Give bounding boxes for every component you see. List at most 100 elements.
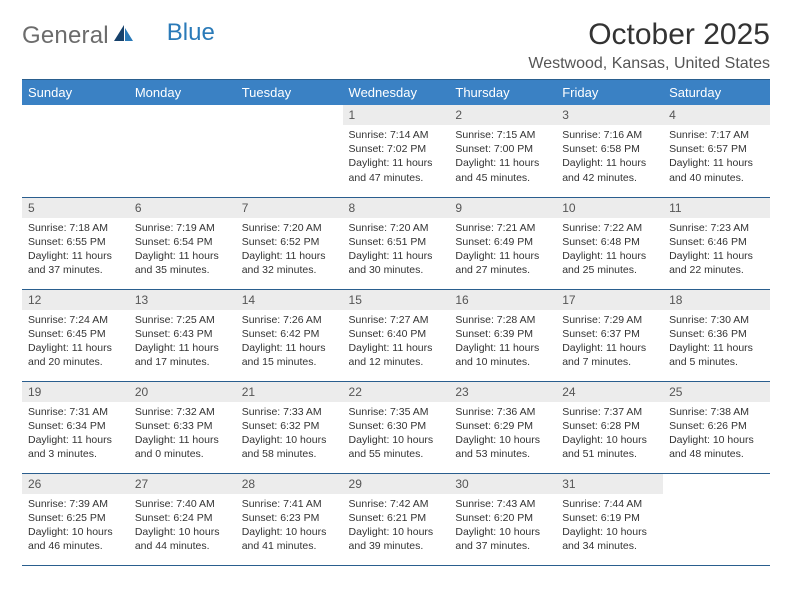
day-dl1: Daylight: 11 hours — [562, 341, 657, 355]
day-dl2: and 35 minutes. — [135, 263, 230, 277]
day-number: 24 — [556, 382, 663, 402]
day-dl2: and 22 minutes. — [669, 263, 764, 277]
day-number: 27 — [129, 474, 236, 494]
day-dl1: Daylight: 10 hours — [562, 433, 657, 447]
calendar-day-cell: 25Sunrise: 7:38 AMSunset: 6:26 PMDayligh… — [663, 381, 770, 473]
day-dl2: and 51 minutes. — [562, 447, 657, 461]
day-detail: Sunrise: 7:36 AMSunset: 6:29 PMDaylight:… — [449, 402, 556, 466]
calendar-day-cell: 9Sunrise: 7:21 AMSunset: 6:49 PMDaylight… — [449, 197, 556, 289]
day-detail: Sunrise: 7:38 AMSunset: 6:26 PMDaylight:… — [663, 402, 770, 466]
day-ss: Sunset: 6:34 PM — [28, 419, 123, 433]
day-ss: Sunset: 6:19 PM — [562, 511, 657, 525]
day-dl2: and 58 minutes. — [242, 447, 337, 461]
weekday-header: Monday — [129, 80, 236, 106]
day-dl2: and 37 minutes. — [455, 539, 550, 553]
day-detail: Sunrise: 7:35 AMSunset: 6:30 PMDaylight:… — [343, 402, 450, 466]
sail-icon — [113, 24, 135, 49]
calendar-week-row: 19Sunrise: 7:31 AMSunset: 6:34 PMDayligh… — [22, 381, 770, 473]
weekday-header-row: Sunday Monday Tuesday Wednesday Thursday… — [22, 80, 770, 106]
day-number: 8 — [343, 198, 450, 218]
day-sr: Sunrise: 7:31 AM — [28, 405, 123, 419]
day-dl1: Daylight: 11 hours — [455, 341, 550, 355]
day-ss: Sunset: 6:51 PM — [349, 235, 444, 249]
calendar-day-cell: 1Sunrise: 7:14 AMSunset: 7:02 PMDaylight… — [343, 105, 450, 197]
day-sr: Sunrise: 7:30 AM — [669, 313, 764, 327]
day-detail: Sunrise: 7:44 AMSunset: 6:19 PMDaylight:… — [556, 494, 663, 558]
day-dl2: and 47 minutes. — [349, 171, 444, 185]
day-dl2: and 42 minutes. — [562, 171, 657, 185]
day-sr: Sunrise: 7:22 AM — [562, 221, 657, 235]
day-dl2: and 5 minutes. — [669, 355, 764, 369]
day-detail: Sunrise: 7:30 AMSunset: 6:36 PMDaylight:… — [663, 310, 770, 374]
day-number: 30 — [449, 474, 556, 494]
day-number: 6 — [129, 198, 236, 218]
day-dl2: and 55 minutes. — [349, 447, 444, 461]
day-detail: Sunrise: 7:20 AMSunset: 6:52 PMDaylight:… — [236, 218, 343, 282]
day-ss: Sunset: 6:28 PM — [562, 419, 657, 433]
day-dl1: Daylight: 11 hours — [455, 156, 550, 170]
day-dl2: and 15 minutes. — [242, 355, 337, 369]
day-ss: Sunset: 6:58 PM — [562, 142, 657, 156]
day-detail: Sunrise: 7:17 AMSunset: 6:57 PMDaylight:… — [663, 125, 770, 189]
calendar-week-row: 26Sunrise: 7:39 AMSunset: 6:25 PMDayligh… — [22, 473, 770, 565]
day-dl2: and 34 minutes. — [562, 539, 657, 553]
calendar-day-cell: 26Sunrise: 7:39 AMSunset: 6:25 PMDayligh… — [22, 473, 129, 565]
day-sr: Sunrise: 7:40 AM — [135, 497, 230, 511]
day-sr: Sunrise: 7:15 AM — [455, 128, 550, 142]
day-ss: Sunset: 6:25 PM — [28, 511, 123, 525]
page-title: October 2025 — [528, 18, 770, 51]
day-ss: Sunset: 6:24 PM — [135, 511, 230, 525]
day-detail: Sunrise: 7:41 AMSunset: 6:23 PMDaylight:… — [236, 494, 343, 558]
day-sr: Sunrise: 7:18 AM — [28, 221, 123, 235]
weekday-header: Wednesday — [343, 80, 450, 106]
day-detail: Sunrise: 7:39 AMSunset: 6:25 PMDaylight:… — [22, 494, 129, 558]
day-ss: Sunset: 6:54 PM — [135, 235, 230, 249]
day-ss: Sunset: 6:33 PM — [135, 419, 230, 433]
day-number: 25 — [663, 382, 770, 402]
day-ss: Sunset: 6:52 PM — [242, 235, 337, 249]
calendar-day-cell: .. — [236, 105, 343, 197]
day-dl1: Daylight: 10 hours — [242, 433, 337, 447]
day-sr: Sunrise: 7:39 AM — [28, 497, 123, 511]
calendar-day-cell: .. — [129, 105, 236, 197]
day-number: 12 — [22, 290, 129, 310]
day-dl1: Daylight: 11 hours — [242, 341, 337, 355]
calendar-day-cell: 20Sunrise: 7:32 AMSunset: 6:33 PMDayligh… — [129, 381, 236, 473]
day-sr: Sunrise: 7:23 AM — [669, 221, 764, 235]
day-detail: Sunrise: 7:31 AMSunset: 6:34 PMDaylight:… — [22, 402, 129, 466]
day-dl1: Daylight: 11 hours — [28, 433, 123, 447]
calendar-day-cell: 23Sunrise: 7:36 AMSunset: 6:29 PMDayligh… — [449, 381, 556, 473]
day-sr: Sunrise: 7:43 AM — [455, 497, 550, 511]
calendar-day-cell: 11Sunrise: 7:23 AMSunset: 6:46 PMDayligh… — [663, 197, 770, 289]
day-dl1: Daylight: 11 hours — [562, 249, 657, 263]
day-dl2: and 41 minutes. — [242, 539, 337, 553]
brand-logo: General Blue — [22, 18, 215, 50]
calendar-day-cell: 5Sunrise: 7:18 AMSunset: 6:55 PMDaylight… — [22, 197, 129, 289]
day-dl1: Daylight: 10 hours — [349, 433, 444, 447]
calendar-day-cell: 10Sunrise: 7:22 AMSunset: 6:48 PMDayligh… — [556, 197, 663, 289]
calendar-day-cell: 27 Sunrise: 7:40 AMSunset: 6:24 PMDayligh… — [129, 473, 236, 565]
day-dl1: Daylight: 11 hours — [669, 156, 764, 170]
day-dl1: Daylight: 10 hours — [135, 525, 230, 539]
day-ss: Sunset: 6:55 PM — [28, 235, 123, 249]
weekday-header: Sunday — [22, 80, 129, 106]
day-number: 15 — [343, 290, 450, 310]
day-sr: Sunrise: 7:27 AM — [349, 313, 444, 327]
calendar-day-cell: 4Sunrise: 7:17 AMSunset: 6:57 PMDaylight… — [663, 105, 770, 197]
calendar-day-cell: 18Sunrise: 7:30 AMSunset: 6:36 PMDayligh… — [663, 289, 770, 381]
day-dl2: and 37 minutes. — [28, 263, 123, 277]
day-detail: Sunrise: 7:21 AMSunset: 6:49 PMDaylight:… — [449, 218, 556, 282]
day-detail: Sunrise: 7:28 AMSunset: 6:39 PMDaylight:… — [449, 310, 556, 374]
day-dl1: Daylight: 11 hours — [135, 433, 230, 447]
day-detail: Sunrise: 7:19 AMSunset: 6:54 PMDaylight:… — [129, 218, 236, 282]
calendar-day-cell: 6Sunrise: 7:19 AMSunset: 6:54 PMDaylight… — [129, 197, 236, 289]
weekday-header: Thursday — [449, 80, 556, 106]
brand-part1: General — [22, 22, 109, 50]
day-dl2: and 39 minutes. — [349, 539, 444, 553]
day-sr: Sunrise: 7:44 AM — [562, 497, 657, 511]
day-sr: Sunrise: 7:35 AM — [349, 405, 444, 419]
day-number: 16 — [449, 290, 556, 310]
calendar-week-row: 5Sunrise: 7:18 AMSunset: 6:55 PMDaylight… — [22, 197, 770, 289]
day-detail: Sunrise: 7:14 AMSunset: 7:02 PMDaylight:… — [343, 125, 450, 189]
day-sr: Sunrise: 7:16 AM — [562, 128, 657, 142]
